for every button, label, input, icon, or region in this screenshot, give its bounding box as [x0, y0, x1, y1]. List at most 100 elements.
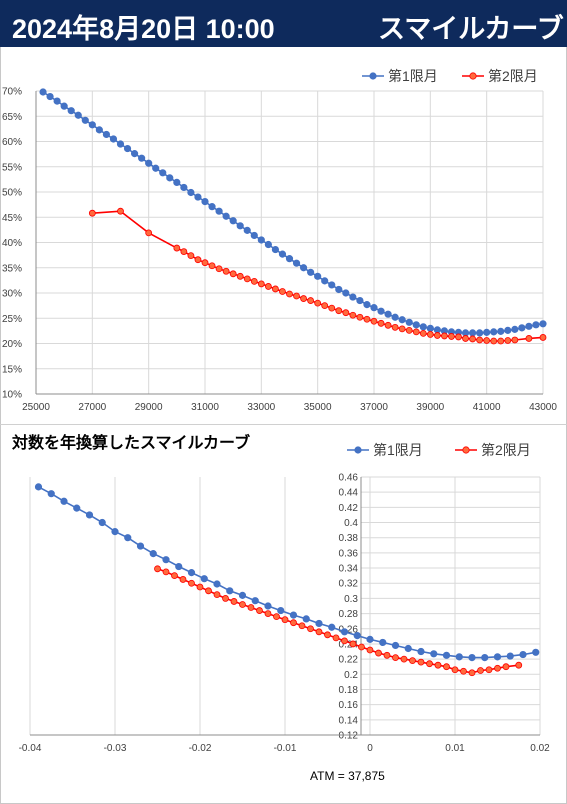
data-point-series-1 [511, 325, 519, 333]
data-point-series-2 [315, 628, 323, 636]
data-point-series-1 [391, 641, 400, 650]
data-point-series-2 [145, 229, 153, 237]
legend-marker-1 [369, 72, 377, 80]
x-tick-label: 33000 [247, 402, 275, 413]
y-tick-label: 30% [2, 289, 22, 300]
y-tick-label: 0.3 [344, 594, 358, 605]
data-point-series-1 [47, 490, 55, 498]
data-point-series-1 [60, 102, 68, 110]
data-point-series-2 [356, 313, 364, 321]
data-point-series-1 [98, 518, 106, 527]
x-tick-label: 27000 [78, 402, 106, 413]
y-tick-label: 0.46 [339, 473, 359, 484]
data-point-series-1 [335, 285, 343, 294]
legend-label-2: 第2限月 [488, 68, 538, 84]
data-point-series-1 [264, 602, 272, 610]
data-point-series-2 [426, 660, 433, 668]
data-point-series-2 [412, 328, 420, 336]
data-point-series-1 [468, 654, 476, 662]
x-tick-label: -0.03 [104, 743, 127, 754]
data-point-series-2 [451, 666, 459, 674]
data-point-series-2 [383, 651, 391, 659]
legend-marker-2 [469, 72, 477, 80]
header-datetime: 2024年8月20日 10:00 [12, 14, 275, 44]
x-tick-label: 35000 [304, 402, 332, 413]
data-point-series-1 [356, 296, 364, 305]
data-point-series-1 [292, 259, 301, 267]
y-tick-label: 25% [2, 314, 22, 325]
x-tick-label: -0.02 [189, 743, 212, 754]
x-tick-label: 0.01 [445, 743, 465, 754]
data-point-series-1 [289, 611, 298, 619]
data-point-series-1 [88, 121, 96, 129]
data-point-series-2 [194, 256, 202, 264]
data-point-series-1 [208, 203, 216, 211]
data-point-series-2 [460, 667, 467, 675]
data-point-series-2 [332, 634, 340, 642]
data-point-series-2 [391, 323, 399, 331]
data-point-series-2 [477, 667, 484, 674]
data-point-series-1 [277, 606, 285, 615]
data-point-series-2 [384, 321, 392, 329]
data-point-series-1 [238, 591, 247, 599]
data-point-series-1 [175, 562, 183, 571]
data-point-series-1 [455, 653, 463, 661]
chart-divider [0, 424, 567, 425]
data-point-series-1 [377, 307, 385, 315]
data-point-series-1 [314, 272, 322, 280]
y-tick-label: 15% [2, 364, 22, 375]
y-tick-label: 0.24 [339, 639, 359, 650]
log-chart-title: 対数を年換算したスマイルカーブ [12, 435, 251, 452]
data-point-series-1 [74, 111, 82, 119]
data-point-series-1 [201, 197, 209, 206]
data-point-series-2 [441, 332, 448, 340]
y-tick-label: 0.42 [339, 503, 359, 514]
data-point-series-2 [462, 335, 469, 342]
data-point-series-2 [502, 663, 510, 671]
y-tick-label: 0.44 [339, 488, 359, 499]
data-point-series-2 [363, 315, 371, 323]
data-point-series-1 [213, 580, 221, 588]
y-tick-label: 0.28 [339, 609, 359, 620]
data-point-series-2 [341, 637, 348, 645]
y-tick-label: 35% [2, 263, 22, 274]
data-point-series-1 [149, 550, 157, 558]
data-point-series-1 [321, 277, 329, 285]
data-point-series-1 [426, 324, 434, 332]
x-tick-label: 25000 [22, 402, 50, 413]
data-point-series-1 [342, 289, 350, 297]
data-point-series-1 [222, 212, 230, 220]
header-title: スマイルカーブ [378, 14, 564, 44]
data-point-series-2 [290, 619, 297, 627]
data-point-series-1 [328, 623, 336, 631]
data-point-series-1 [442, 651, 451, 659]
data-point-series-1 [162, 556, 170, 564]
data-point-series-1 [417, 647, 425, 656]
x-tick-label: 37000 [360, 402, 388, 413]
data-point-series-2 [229, 270, 237, 278]
y-tick-label: 0.2 [344, 670, 358, 681]
data-point-series-2 [433, 332, 441, 339]
data-point-series-2 [213, 591, 221, 599]
data-point-series-1 [307, 268, 315, 276]
y-tick-label: 0.18 [339, 685, 359, 696]
data-point-series-2 [328, 304, 336, 312]
data-point-series-2 [247, 604, 255, 611]
data-point-series-2 [497, 337, 505, 345]
data-point-series-1 [468, 329, 477, 337]
data-point-series-2 [215, 265, 223, 273]
data-point-series-1 [525, 322, 533, 330]
data-point-series-2 [250, 277, 258, 285]
data-point-series-1 [109, 135, 118, 143]
data-point-series-2 [222, 595, 229, 602]
data-point-series-1 [532, 648, 540, 656]
data-point-series-2 [236, 272, 244, 280]
data-point-series-1 [481, 654, 489, 662]
y-tick-label: 45% [2, 213, 22, 224]
y-tick-label: 60% [2, 137, 22, 148]
data-point-series-2 [377, 319, 385, 327]
y-tick-label: 0.12 [339, 731, 359, 742]
data-point-series-2 [468, 669, 476, 677]
data-point-series-1 [419, 323, 427, 331]
data-point-series-1 [278, 250, 287, 258]
